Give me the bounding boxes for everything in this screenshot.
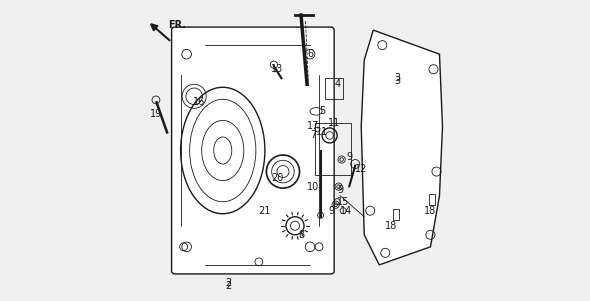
Text: 9: 9 xyxy=(328,206,334,216)
Bar xyxy=(314,123,350,175)
Text: 5: 5 xyxy=(319,106,325,116)
Text: 9: 9 xyxy=(346,151,352,162)
Text: 11: 11 xyxy=(328,118,340,129)
Text: 13: 13 xyxy=(271,64,283,74)
Text: 3: 3 xyxy=(394,73,401,83)
Text: 12: 12 xyxy=(355,163,368,174)
Text: 19: 19 xyxy=(150,109,163,119)
Text: 18: 18 xyxy=(424,206,437,216)
Text: 16: 16 xyxy=(192,97,205,107)
Text: 3: 3 xyxy=(394,76,401,86)
Text: 2: 2 xyxy=(225,278,232,288)
Text: 4: 4 xyxy=(334,79,340,89)
Text: 15: 15 xyxy=(337,197,349,207)
FancyBboxPatch shape xyxy=(172,27,334,274)
Text: 6: 6 xyxy=(307,49,313,59)
Text: FR.: FR. xyxy=(169,20,186,30)
Text: 10: 10 xyxy=(307,182,319,192)
Text: 8: 8 xyxy=(298,230,304,240)
Text: 18: 18 xyxy=(385,221,398,231)
Text: 21: 21 xyxy=(258,206,271,216)
Text: 17: 17 xyxy=(307,121,319,132)
Text: 9: 9 xyxy=(337,185,343,195)
Text: 2: 2 xyxy=(225,281,232,291)
Text: 11: 11 xyxy=(316,127,328,138)
Polygon shape xyxy=(361,30,442,265)
Text: 20: 20 xyxy=(271,172,283,183)
Bar xyxy=(429,194,435,205)
Text: 14: 14 xyxy=(340,206,352,216)
Text: 7: 7 xyxy=(310,130,316,141)
Bar xyxy=(393,209,399,220)
Bar xyxy=(325,78,343,99)
